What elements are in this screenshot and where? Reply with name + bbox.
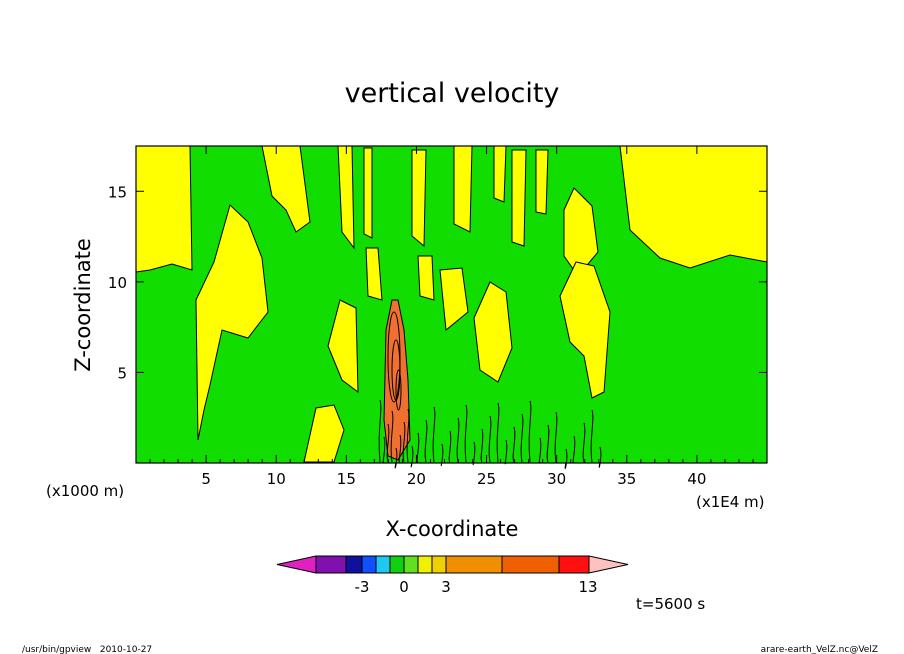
- contour-line: [432, 406, 436, 463]
- time-annotation: t=5600 s: [636, 595, 705, 613]
- contour-line: [572, 435, 576, 463]
- colorbar-segment: [431, 555, 447, 574]
- contour-line: [395, 369, 402, 411]
- y-axis-ticks: 5 10 15: [108, 183, 767, 382]
- positive-region: [453, 145, 473, 233]
- positive-region: [303, 404, 345, 463]
- x-axis-label: X-coordinate: [386, 517, 519, 541]
- x-axis-ticks: 5 10 15 20 25 30 35 40: [149, 146, 754, 488]
- positive-region: [493, 145, 507, 203]
- contour-line: [520, 413, 524, 463]
- contour-line: [464, 404, 468, 463]
- contour-line: [472, 441, 476, 465]
- colorbar-label: 13: [578, 578, 597, 596]
- contour-line: [554, 411, 558, 463]
- y-axis-label: Z-coordinate: [71, 238, 95, 372]
- colorbar-segment: [403, 555, 419, 574]
- positive-region: [363, 147, 373, 239]
- colorbar-arrow-low: [276, 555, 317, 574]
- positive-region: [327, 299, 359, 394]
- contour-line: [440, 443, 444, 467]
- program-footer: /usr/bin/gpview 2010-10-27: [22, 645, 152, 654]
- contour-line: [398, 434, 402, 463]
- contour-line: [564, 448, 568, 470]
- field-regions: [135, 145, 768, 463]
- positive-region: [411, 149, 427, 248]
- contour-line: [582, 422, 586, 463]
- positive-region: [439, 267, 469, 331]
- colorbar-segment: [375, 555, 391, 574]
- y-tick-label: 15: [108, 183, 127, 201]
- x-tick-label: 40: [687, 470, 706, 488]
- source-footer: arare-earth_VelZ.nc@VelZ: [761, 645, 878, 654]
- colorbar-label: 3: [441, 578, 451, 596]
- contour-line: [598, 446, 602, 468]
- contour-line: [390, 410, 394, 463]
- x-tick-label: 30: [547, 470, 566, 488]
- colorbar-segment: [389, 555, 405, 574]
- contour-line: [456, 417, 460, 463]
- colorbar-segment: [361, 555, 377, 574]
- plot-area: 5 10 15 20 25 30 35 40 5 10 15: [108, 145, 768, 488]
- contour-line: [402, 421, 406, 463]
- contour-line: [378, 399, 382, 463]
- positive-region: [195, 204, 269, 441]
- x-tick-label: 10: [267, 470, 286, 488]
- x-unit-right: (x1E4 m): [696, 493, 765, 511]
- contour-line: [480, 428, 484, 463]
- contour-line: [386, 423, 390, 463]
- colorbar-segment: [345, 555, 363, 574]
- colorbar-segment: [445, 555, 503, 574]
- x-tick-label: 25: [477, 470, 496, 488]
- x-unit-left: (x1000 m): [46, 482, 124, 500]
- colorbar-arrow-high: [588, 555, 629, 574]
- positive-region: [135, 145, 193, 273]
- colorbar-label: -3: [355, 578, 370, 596]
- colorbar-label: 0: [399, 578, 409, 596]
- contour-line: [546, 424, 550, 463]
- x-tick-label: 5: [201, 470, 211, 488]
- contour-line: [590, 409, 594, 463]
- plot-frame: [135, 145, 768, 464]
- positive-region: [417, 255, 435, 301]
- colorbar-segment: [315, 555, 347, 574]
- colorbar-segment: [558, 555, 590, 574]
- contour-line: [512, 426, 516, 463]
- positive-region: [559, 261, 611, 399]
- contour-line: [448, 430, 452, 463]
- contour-line: [406, 408, 410, 463]
- positive-region: [365, 247, 383, 301]
- contour-line: [394, 447, 398, 469]
- colorbar: -3 0 3 13: [276, 555, 629, 596]
- x-tick-label: 15: [337, 470, 356, 488]
- colorbar-segment: [417, 555, 433, 574]
- contour-line: [416, 432, 420, 463]
- contour-line: [528, 400, 532, 463]
- contour-line: [424, 419, 428, 463]
- x-tick-label: 35: [617, 470, 636, 488]
- positive-region: [535, 149, 549, 215]
- y-tick-label: 10: [108, 274, 127, 292]
- positive-region: [563, 187, 599, 277]
- y-tick-label: 5: [117, 364, 127, 382]
- colorbar-segment: [501, 555, 560, 574]
- contour-line: [488, 415, 492, 463]
- x-tick-label: 20: [407, 470, 426, 488]
- contour-lines: [378, 311, 602, 470]
- updraft-core: [383, 299, 411, 461]
- positive-region: [473, 281, 513, 383]
- contour-line: [496, 402, 500, 463]
- chart-title: vertical velocity: [345, 78, 560, 109]
- positive-region: [511, 149, 527, 247]
